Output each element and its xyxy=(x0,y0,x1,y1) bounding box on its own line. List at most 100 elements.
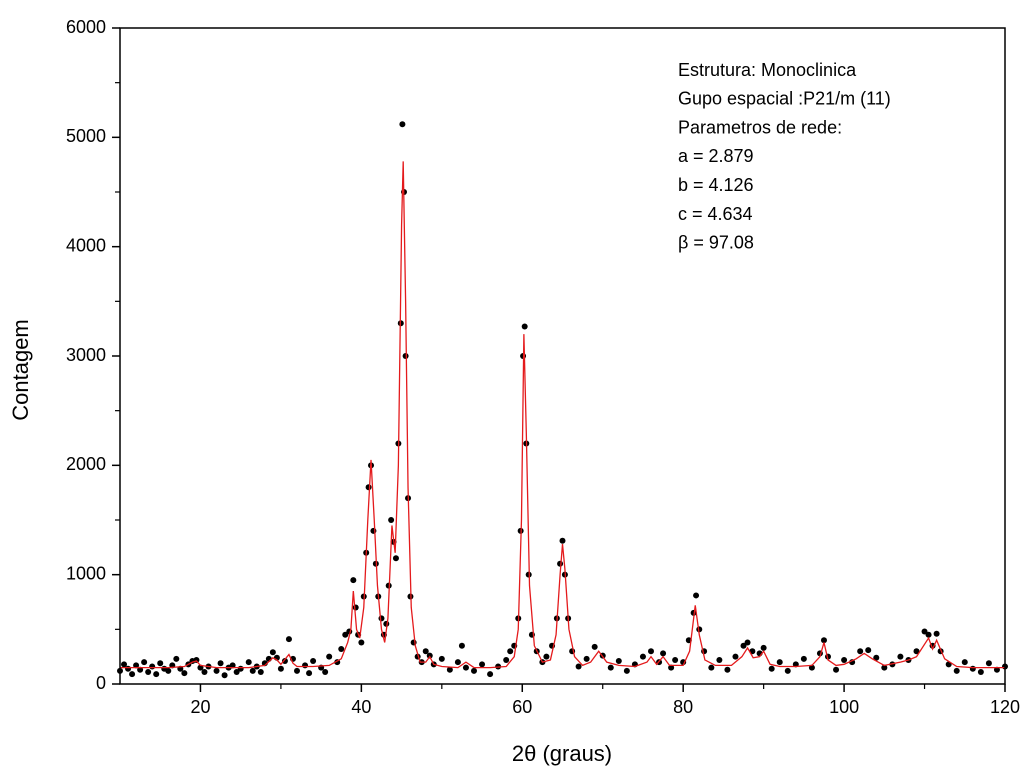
data-point xyxy=(310,658,317,665)
data-point xyxy=(841,656,848,663)
data-point xyxy=(768,665,775,672)
data-point xyxy=(458,642,465,649)
data-point xyxy=(583,655,590,662)
data-point xyxy=(462,664,469,671)
data-point xyxy=(249,667,256,674)
data-point xyxy=(173,655,180,662)
y-tick-label: 5000 xyxy=(66,126,106,146)
data-point xyxy=(543,653,550,660)
y-tick-label: 1000 xyxy=(66,563,106,583)
data-point xyxy=(237,665,244,672)
data-point xyxy=(438,655,445,662)
data-point xyxy=(740,642,747,649)
data-point xyxy=(648,648,654,655)
data-point xyxy=(342,631,349,638)
data-point xyxy=(507,648,514,655)
data-point xyxy=(672,656,679,663)
data-point xyxy=(145,668,152,675)
data-point xyxy=(591,643,598,650)
data-point xyxy=(623,667,630,674)
data-point xyxy=(961,659,968,666)
annotation: Estrutura: Monoclinica xyxy=(678,60,857,80)
data-point xyxy=(833,666,840,673)
data-point xyxy=(245,659,252,666)
annotation: a = 2.879 xyxy=(678,146,754,166)
data-point xyxy=(921,628,928,635)
data-point xyxy=(149,663,156,670)
plot-frame xyxy=(119,27,1006,685)
data-point xyxy=(426,652,433,659)
data-point xyxy=(233,668,240,675)
x-tick-label: 80 xyxy=(673,697,693,717)
data-point xyxy=(820,637,827,644)
data-point xyxy=(913,648,920,655)
data-point xyxy=(800,655,807,662)
data-point xyxy=(454,659,461,666)
y-tick-label: 2000 xyxy=(66,454,106,474)
annotation: c = 4.634 xyxy=(678,204,753,224)
data-point xyxy=(137,666,144,673)
data-point xyxy=(302,662,309,669)
data-point xyxy=(378,615,385,622)
data-point xyxy=(129,671,136,678)
fit-line xyxy=(120,161,1005,669)
data-point xyxy=(181,670,188,677)
data-point xyxy=(281,658,288,665)
data-point xyxy=(352,604,359,611)
data-point xyxy=(953,667,960,674)
data-point xyxy=(933,630,940,637)
data-point xyxy=(157,660,164,667)
data-point xyxy=(760,644,767,651)
annotation: β = 97.08 xyxy=(678,233,754,253)
data-point xyxy=(257,668,264,675)
data-point xyxy=(969,665,976,672)
data-point xyxy=(557,560,564,567)
data-point xyxy=(897,653,904,660)
data-point xyxy=(358,639,365,646)
annotation: Parametros de rede: xyxy=(678,117,842,137)
data-point xyxy=(125,665,132,672)
data-point xyxy=(977,668,984,675)
x-axis-title: 2θ (graus) xyxy=(512,741,612,766)
data-point xyxy=(392,555,399,562)
data-point xyxy=(985,660,992,667)
data-point xyxy=(615,658,622,665)
annotation: Gupo espacial :P21/m (11) xyxy=(678,89,891,109)
data-point xyxy=(668,664,675,671)
data-point xyxy=(422,648,429,655)
data-point xyxy=(269,649,276,656)
data-point xyxy=(708,664,715,671)
y-tick-label: 0 xyxy=(96,673,106,693)
data-point xyxy=(873,654,880,661)
data-point xyxy=(322,668,329,675)
data-point xyxy=(326,653,333,660)
data-point xyxy=(277,665,284,672)
data-point xyxy=(221,672,228,679)
data-point xyxy=(732,653,739,660)
plot-area xyxy=(117,121,1008,679)
x-tick-label: 100 xyxy=(829,697,859,717)
data-point xyxy=(217,660,224,667)
data-point xyxy=(639,653,646,660)
data-point xyxy=(471,667,477,674)
y-tick-label: 6000 xyxy=(66,17,106,37)
data-point xyxy=(153,671,160,678)
data-point xyxy=(575,663,582,670)
data-point xyxy=(784,667,791,674)
data-point xyxy=(365,484,372,491)
data-point xyxy=(399,121,406,128)
data-point xyxy=(487,671,494,678)
data-point xyxy=(141,659,148,666)
data-point xyxy=(285,636,292,643)
data-point xyxy=(133,662,140,669)
data-point xyxy=(201,668,208,675)
data-point xyxy=(370,527,377,534)
data-point xyxy=(607,664,614,671)
data-point xyxy=(229,662,236,669)
data-point xyxy=(716,656,723,663)
data-point xyxy=(446,666,453,673)
data-point xyxy=(521,323,528,330)
data-point xyxy=(744,639,751,646)
data-point xyxy=(350,577,357,584)
